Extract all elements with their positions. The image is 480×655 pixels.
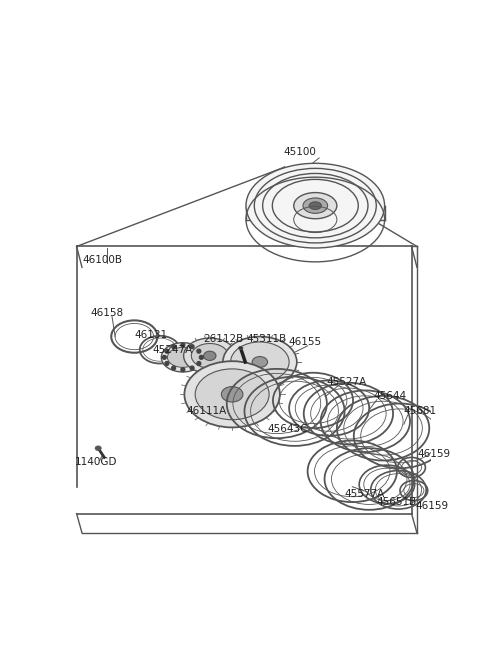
Circle shape [199, 356, 203, 359]
Text: 46159: 46159 [415, 501, 448, 511]
Text: 1140GD: 1140GD [75, 457, 118, 467]
Text: 46159: 46159 [417, 449, 450, 459]
Ellipse shape [252, 356, 267, 367]
Ellipse shape [161, 343, 204, 372]
Ellipse shape [309, 202, 322, 210]
Ellipse shape [246, 163, 384, 248]
Text: 46158: 46158 [90, 309, 123, 318]
Circle shape [165, 362, 169, 365]
Text: 46111A: 46111A [186, 406, 226, 416]
Text: 26112B: 26112B [204, 334, 244, 344]
Text: 46100B: 46100B [83, 255, 123, 265]
Text: 45577A: 45577A [345, 489, 385, 499]
Text: 45651B: 45651B [377, 497, 417, 507]
Circle shape [172, 345, 176, 348]
Circle shape [181, 367, 185, 371]
Ellipse shape [192, 343, 228, 368]
Ellipse shape [184, 361, 280, 428]
Text: 45681: 45681 [404, 406, 437, 416]
Ellipse shape [303, 198, 328, 214]
Circle shape [162, 356, 166, 359]
Circle shape [197, 362, 201, 365]
Text: 46155: 46155 [288, 337, 322, 347]
Ellipse shape [238, 346, 243, 350]
Text: 45527A: 45527A [327, 377, 367, 387]
Ellipse shape [230, 342, 289, 382]
Circle shape [190, 345, 194, 348]
Ellipse shape [223, 337, 297, 387]
Ellipse shape [184, 338, 236, 373]
Circle shape [172, 366, 176, 370]
Circle shape [190, 366, 194, 370]
Text: 45100: 45100 [284, 147, 316, 157]
Text: 45644: 45644 [373, 391, 406, 401]
Ellipse shape [95, 446, 101, 451]
Ellipse shape [204, 351, 216, 360]
Ellipse shape [195, 369, 269, 420]
Circle shape [181, 343, 185, 347]
Text: 46131: 46131 [134, 330, 168, 340]
Ellipse shape [168, 347, 198, 367]
Circle shape [197, 349, 201, 353]
Text: 45311B: 45311B [246, 334, 286, 344]
Text: 45247A: 45247A [152, 345, 192, 354]
Text: 45643C: 45643C [267, 424, 308, 434]
Circle shape [165, 349, 169, 353]
Ellipse shape [221, 386, 243, 402]
Ellipse shape [294, 193, 337, 219]
